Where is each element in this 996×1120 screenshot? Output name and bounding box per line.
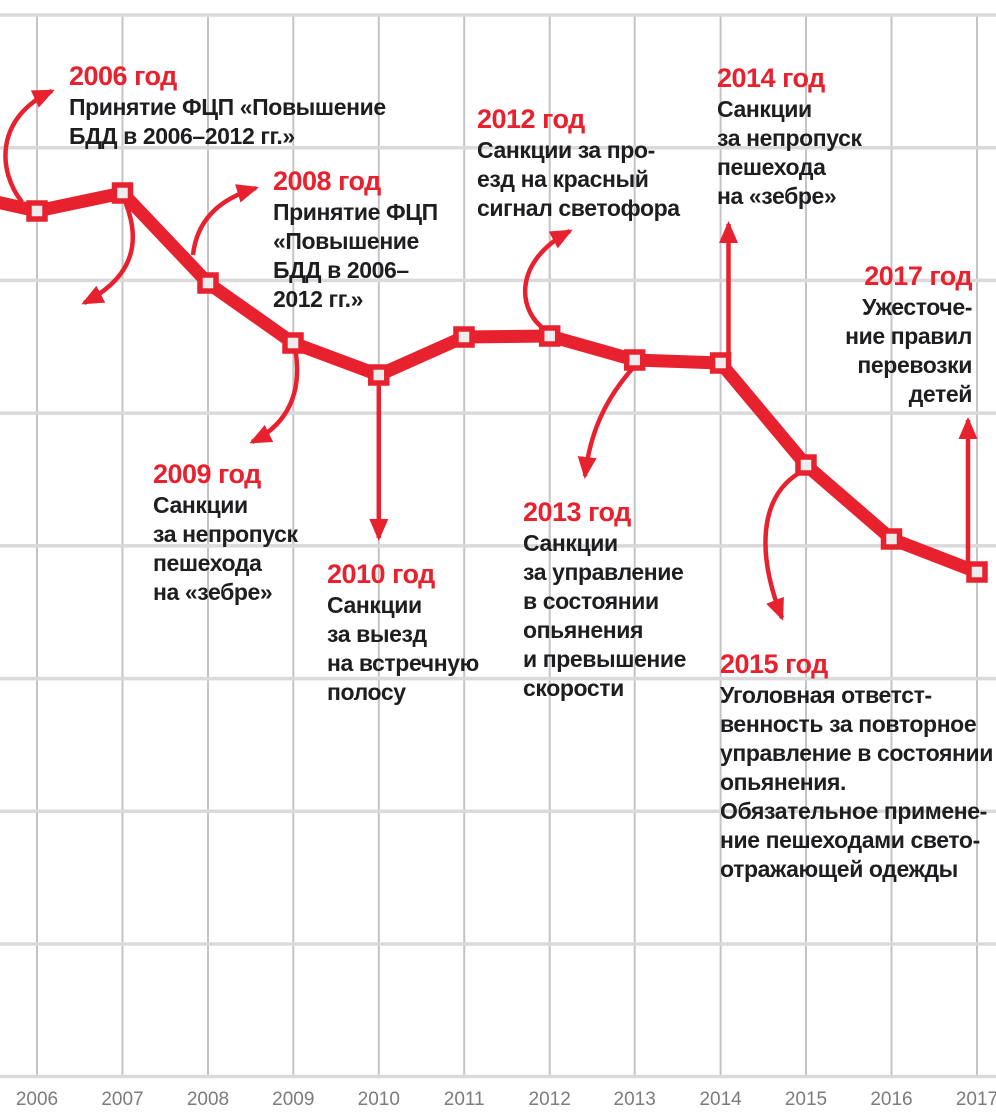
data-point-2006	[26, 200, 48, 222]
annotation-2015: 2015 год Уголовная ответст-венность за по…	[720, 650, 993, 884]
callout-arrow-2006	[81, 203, 136, 305]
data-point-2015	[795, 454, 817, 476]
annotation-2014: 2014 год Санкции за непропуск пешехода на «з…	[717, 64, 862, 211]
annotation-text-line: за управление	[523, 559, 684, 585]
annotation-text-line: отражающей одежды	[720, 856, 958, 882]
annotation-text-line: сигнал светофора	[477, 195, 680, 221]
annotation-year-heading: 2006 год	[69, 61, 177, 91]
annotation-text-line: Санкции	[153, 492, 248, 518]
annotation-year-heading: 2014 год	[717, 63, 825, 93]
callout-arrow-2013	[577, 366, 635, 479]
annotation-text-line: полосу	[327, 679, 406, 705]
data-point-2012	[538, 325, 561, 347]
x-axis-tick-label-2015: 2015	[784, 1089, 828, 1110]
annotation-text-line: «Повышение	[273, 228, 419, 254]
annotation-text-line: Ужесточе-	[862, 294, 972, 320]
callout-arrow-2008	[190, 184, 259, 256]
data-point-2010	[368, 364, 390, 386]
data-point-2008	[197, 272, 219, 294]
data-point-2007	[111, 182, 134, 204]
annotation-2013: 2013 год Санкции за управление в состоянии о…	[523, 498, 686, 703]
x-axis-tick-label-2008: 2008	[186, 1089, 230, 1110]
annotation-text-line: Санкции	[327, 592, 422, 618]
annotation-text-line: детей	[908, 381, 973, 407]
annotation-text-line: Принятие ФЦП	[273, 199, 438, 225]
annotation-text-line: перевозки	[857, 352, 972, 378]
annotation-text-line: БДД в 2006–	[273, 257, 409, 283]
data-line	[0, 185, 980, 579]
data-point-2009	[282, 332, 304, 354]
annotation-text-line: пешехода	[717, 154, 826, 180]
annotation-text-line: за выезд	[327, 621, 427, 647]
annotation-year-heading: 2017 год	[864, 261, 972, 291]
x-axis-tick-label-2017: 2017	[955, 1089, 996, 1110]
annotation-text-line: в состоянии	[523, 588, 659, 614]
annotation-year-heading: 2009 год	[153, 459, 261, 489]
annotation-year-heading: 2008 год	[273, 166, 381, 196]
annotation-text-line: венность за повторное	[720, 711, 977, 737]
annotation-text-line: Санкции	[523, 530, 618, 556]
annotation-text-line: Санкции за про-	[477, 137, 655, 163]
annotation-text-line: скорости	[523, 675, 624, 701]
callout-arrow-2006	[3, 88, 55, 204]
x-axis-tick-label-2012: 2012	[528, 1089, 571, 1110]
annotation-text-line: 2012 гг.»	[273, 286, 363, 312]
annotation-text-line: Санкции	[717, 96, 812, 122]
annotation-2012: 2012 год Санкции за про-езд на красный сиг…	[477, 105, 680, 223]
annotation-text-line: на «зебре»	[717, 183, 837, 209]
x-axis-tick-label-2007: 2007	[101, 1089, 144, 1110]
annotation-2006: 2006 год Принятие ФЦП «Повышение БДД в 200…	[69, 62, 386, 151]
annotation-text-line: за непропуск	[153, 521, 298, 547]
annotation-text-line: на встречную	[327, 650, 479, 676]
x-axis-tick-label-2013: 2013	[613, 1089, 656, 1110]
x-axis-tick-label-2006: 2006	[15, 1089, 59, 1110]
callout-arrow-2012	[522, 229, 573, 333]
annotation-text-line: управление в состоянии	[720, 740, 994, 766]
annotation-text-line: опьянения	[523, 617, 644, 643]
annotation-text-line: пешехода	[153, 550, 262, 576]
annotation-text-line: Принятие ФЦП «Повышение	[69, 94, 386, 120]
annotation-2017: 2017 год Ужесточе-ние правил перевозки дете…	[845, 262, 972, 409]
annotation-year-heading: 2010 год	[327, 559, 435, 589]
x-axis-tick-label-2014: 2014	[699, 1089, 742, 1110]
annotation-2009: 2009 год Санкции за непропуск пешехода на «з…	[153, 460, 298, 607]
data-point-2014	[709, 352, 732, 374]
data-point-2011	[453, 326, 475, 348]
annotation-text-line: Уголовная ответст-	[720, 682, 932, 708]
annotation-text-line: и превышение	[523, 646, 687, 672]
annotation-text-line: езд на красный	[477, 166, 649, 192]
annotation-text-line: Обязательное примене-	[720, 798, 987, 824]
annotation-text-line: ние правил	[845, 323, 972, 349]
annotation-year-heading: 2013 год	[523, 497, 631, 527]
x-axis-tick-label-2011: 2011	[443, 1089, 485, 1110]
data-point-2013	[623, 349, 646, 371]
annotation-text-line: БДД в 2006–2012 гг.»	[69, 123, 295, 149]
annotation-text-line: за непропуск	[717, 125, 862, 151]
x-axis-tick-label-2016: 2016	[870, 1089, 913, 1110]
annotation-text-line: ние пешеходами свето-	[720, 827, 980, 853]
data-point-2016	[880, 528, 903, 550]
x-axis-tick-label-2009: 2009	[272, 1089, 315, 1110]
annotation-text-line: на «зебре»	[153, 579, 273, 605]
annotation-2008: 2008 год Принятие ФЦП «Повышение БДД в 2006…	[273, 167, 438, 314]
annotation-2010: 2010 год Санкции за выезд на встречную полос…	[327, 560, 479, 707]
annotation-year-heading: 2015 год	[720, 649, 828, 679]
callout-arrow-2009	[249, 347, 300, 445]
callout-arrow-2015	[763, 471, 801, 621]
annotation-text-line: опьянения.	[720, 769, 847, 795]
x-axis-tick-label-2010: 2010	[357, 1089, 400, 1110]
data-point-2017	[966, 561, 988, 583]
annotation-year-heading: 2012 год	[477, 104, 585, 134]
